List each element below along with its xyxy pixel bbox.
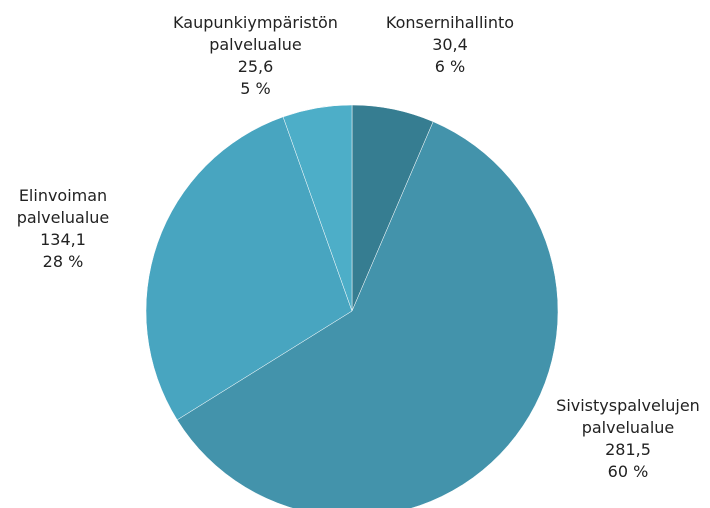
- slice-label: Sivistyspalvelujen palvelualue 281,5 60 %: [543, 395, 710, 483]
- value-label: 25,6: [237, 57, 274, 76]
- pie-slice: [145, 116, 353, 421]
- category-name: Kaupunkiympäristön palvelualue: [173, 13, 338, 54]
- slice-label: Konsernihallinto 30,4 6 %: [365, 12, 535, 78]
- percent-label: 5 %: [240, 79, 271, 98]
- percent-label: 6 %: [434, 57, 466, 76]
- slice-label: Elinvoiman palvelualue 134,1 28 %: [8, 185, 118, 273]
- slice-label: Kaupunkiympäristön palvelualue 25,6 5 %: [153, 12, 358, 100]
- pie-slice: [282, 104, 353, 312]
- pie-slice: [176, 121, 559, 508]
- category-name: Elinvoiman palvelualue: [16, 186, 110, 227]
- percent-label: 60 %: [607, 462, 649, 481]
- value-label: 134,1: [40, 230, 86, 249]
- value-label: 281,5: [605, 440, 651, 459]
- value-label: 30,4: [432, 35, 468, 54]
- percent-label: 28 %: [42, 252, 84, 271]
- category-name: Sivistyspalvelujen palvelualue: [556, 396, 700, 437]
- category-name: Konsernihallinto: [385, 13, 515, 32]
